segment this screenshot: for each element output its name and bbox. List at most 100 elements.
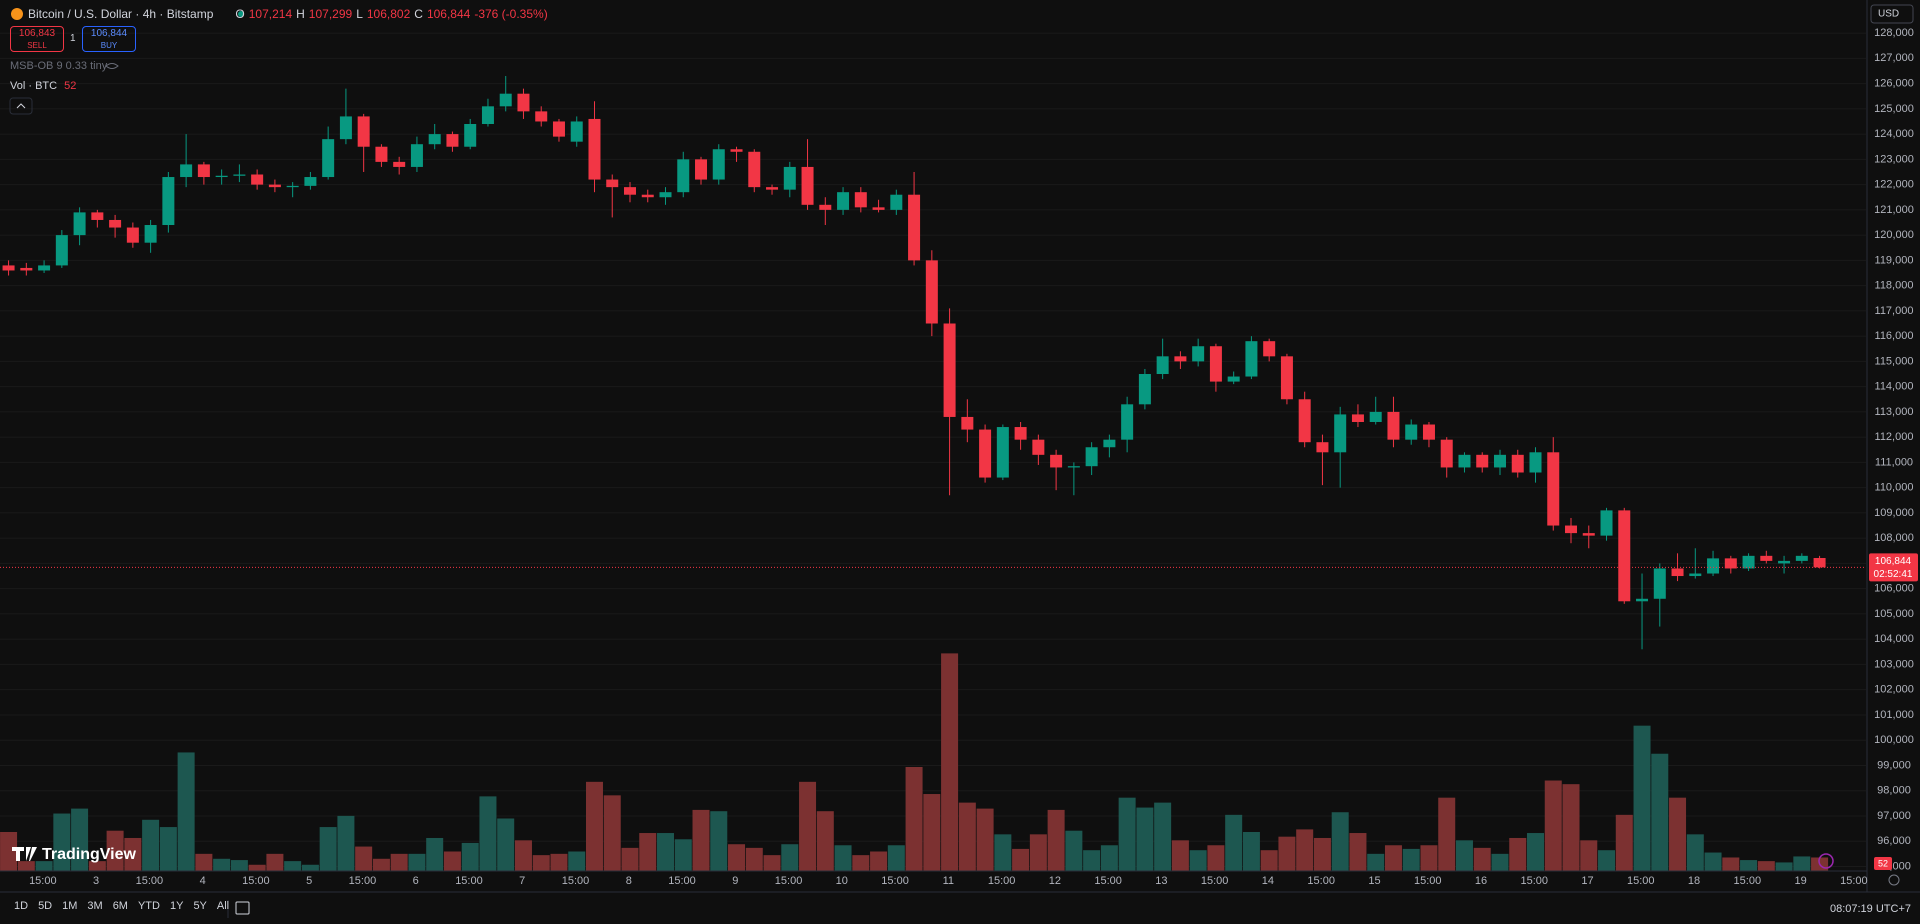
y-tick-label: 124,000 <box>1874 128 1914 140</box>
candle-body <box>1298 399 1311 443</box>
alert-icon[interactable] <box>1818 853 1834 869</box>
volume-bar <box>1757 861 1775 871</box>
candle-body <box>339 116 352 140</box>
x-tick-label: 3 <box>93 875 99 887</box>
y-tick-label: 123,000 <box>1874 153 1914 165</box>
candles <box>0 76 1866 650</box>
volume-bar <box>621 847 639 871</box>
volume-bar <box>1491 853 1509 871</box>
candle-body <box>1209 346 1222 382</box>
range-selector: 1D 5D 1M 3M 6M YTD 1Y 5Y All <box>14 900 229 912</box>
x-tick-label: 12 <box>1049 875 1061 887</box>
candle-body <box>1600 510 1613 536</box>
date-range-icon[interactable] <box>235 901 250 915</box>
x-tick-label: 15:00 <box>242 875 270 887</box>
volume-bar <box>816 811 834 871</box>
volume-bar <box>1029 834 1047 871</box>
volume-bar <box>1598 850 1616 871</box>
buy-button[interactable]: 106,844 BUY <box>82 26 136 52</box>
x-tick-label: 15:00 <box>136 875 164 887</box>
volume-bar <box>532 855 550 871</box>
candle-body <box>908 194 921 261</box>
candle-body <box>1174 356 1187 362</box>
currency-button[interactable] <box>1870 4 1914 24</box>
candle-body <box>1334 414 1347 453</box>
volume-bar <box>1544 780 1562 871</box>
candle-body <box>251 174 264 185</box>
candle-body <box>1369 411 1382 422</box>
buy-label: BUY <box>100 41 118 50</box>
volume-bar <box>177 752 195 871</box>
candle-body <box>1103 439 1116 448</box>
candle-body <box>570 121 583 142</box>
candle-body <box>1653 568 1666 599</box>
candle-body <box>588 118 601 180</box>
time-axis: 15:00 3 15:00 4 15:00 5 15:00 6 15:00 7 15:00 8 15:0… <box>29 875 1868 887</box>
symbol[interactable]: Bitcoin / U.S. Dollar · 4h · Bitstamp <box>28 7 214 21</box>
range-button[interactable]: 1D <box>14 900 29 912</box>
volume-bar <box>35 861 53 871</box>
volume-bar <box>213 858 231 871</box>
open: 107,214 <box>248 7 293 21</box>
x-tick-label: 19 <box>1794 875 1806 887</box>
volume-bar <box>372 858 390 871</box>
candle-body <box>375 146 388 162</box>
indicator[interactable]: MSB-OB 9 0.33 tiny <box>10 60 108 72</box>
settings-icon[interactable] <box>1888 874 1900 886</box>
volume-bar <box>1775 862 1793 871</box>
volume-bar <box>1242 832 1260 871</box>
volume-bar <box>958 802 976 871</box>
range-button[interactable]: YTD <box>137 900 160 912</box>
candle-body <box>428 134 441 145</box>
volume-bar <box>88 861 106 871</box>
y-tick-label: 102,000 <box>1874 684 1914 696</box>
volume-bar <box>301 864 319 871</box>
candle-body <box>162 177 175 226</box>
candle-body <box>695 159 708 180</box>
x-tick-label: 5 <box>306 875 312 887</box>
y-tick-label: 114,000 <box>1875 381 1914 393</box>
collapse-button[interactable] <box>9 97 33 115</box>
price-axis <box>1868 0 1920 892</box>
volume-value: 52 <box>64 80 77 92</box>
volume-bar <box>1509 837 1527 871</box>
candle-body <box>1422 424 1435 440</box>
sell-button[interactable]: 106,843 SELL <box>10 26 64 52</box>
volume-bar <box>1704 852 1722 871</box>
open-label: O <box>235 7 245 21</box>
volume-bar <box>0 832 18 871</box>
x-tick-label: 8 <box>626 875 632 887</box>
volume-bar <box>1686 834 1704 871</box>
candle-body <box>2 265 15 271</box>
volume-bar <box>1562 784 1580 871</box>
x-tick-label: 15:00 <box>1307 875 1335 887</box>
range-button[interactable]: 5D <box>38 900 53 912</box>
volume-bar <box>1722 857 1740 871</box>
x-tick-label: 13 <box>1155 875 1167 887</box>
volume-bar <box>53 813 71 871</box>
range-button[interactable]: 5Y <box>193 900 207 912</box>
x-tick-label: 11 <box>943 875 954 887</box>
x-tick-label: 15:00 <box>988 875 1016 887</box>
visibility-icon[interactable] <box>105 63 119 69</box>
volume-bar <box>1100 845 1118 871</box>
candle-body <box>996 427 1009 478</box>
candle-body <box>180 164 193 178</box>
range-button[interactable]: 1Y <box>169 900 184 912</box>
candle-body <box>1316 442 1329 453</box>
range-button[interactable]: 1M <box>62 900 78 912</box>
x-tick-label: 15 <box>1368 875 1380 887</box>
y-tick-label: 108,000 <box>1874 532 1914 544</box>
candle-body <box>1636 598 1649 602</box>
y-tick-label: 96,000 <box>1877 835 1911 847</box>
x-tick-label: 15:00 <box>349 875 377 887</box>
candle-body <box>801 166 814 205</box>
volume-legend[interactable]: Vol · BTC 52 <box>10 80 76 92</box>
range-button[interactable]: All <box>216 900 230 912</box>
range-button[interactable]: 6M <box>112 900 128 912</box>
candle-body <box>766 187 779 190</box>
close-label: C <box>414 7 423 21</box>
range-button[interactable]: 3M <box>87 900 103 912</box>
volume-bar <box>1615 814 1633 871</box>
